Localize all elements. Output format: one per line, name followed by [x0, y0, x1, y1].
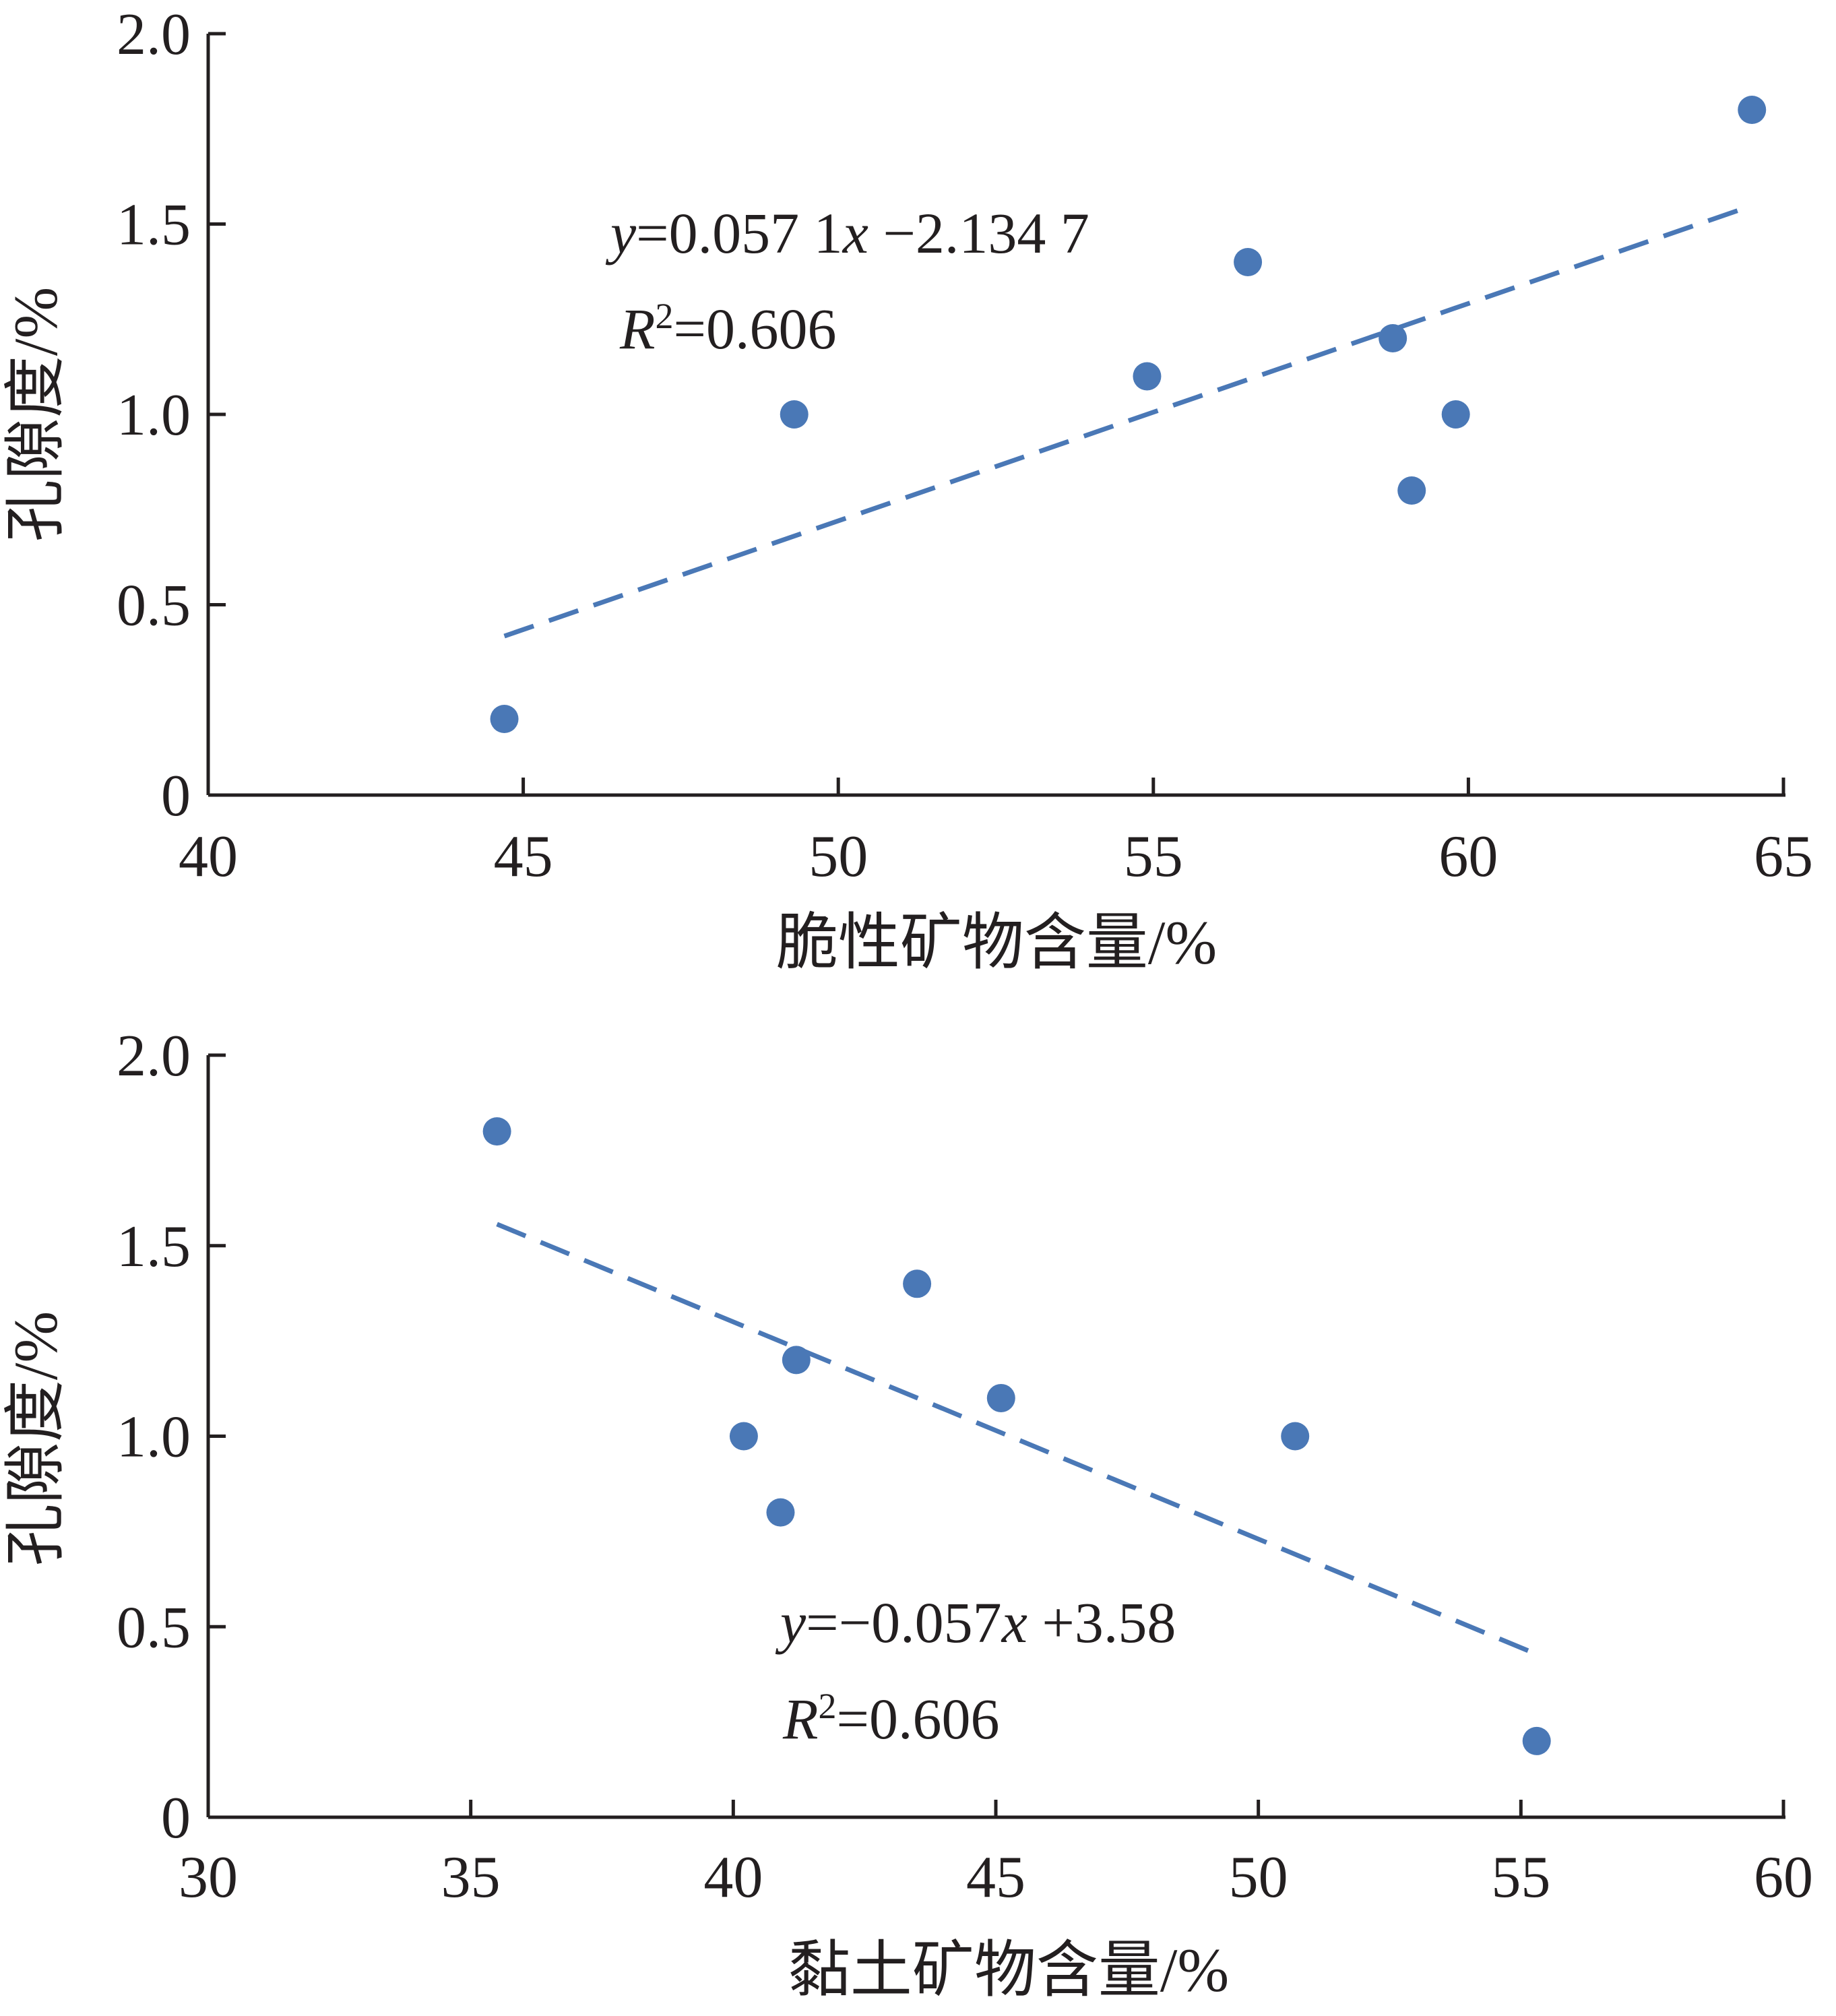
chart2-x-tick-label: 45: [966, 1845, 1025, 1910]
chart1-data-point: [1738, 96, 1767, 124]
chart1-data-point: [1234, 248, 1263, 276]
chart2-x-ticks: 30 35 40 45 50 55 60: [179, 1800, 1813, 1910]
chart1-x-tick-label: 40: [179, 824, 238, 889]
chart1-data-point: [780, 400, 809, 429]
chart1-y-tick-label: 1.0: [117, 383, 191, 448]
chart2-equation: y=−0.057x +3.58: [775, 1590, 1176, 1655]
chart2-eq-y: y: [775, 1590, 806, 1655]
chart2-r2-value: =0.606: [837, 1687, 1000, 1751]
chart1-axes: [206, 34, 1785, 797]
chart1-eq-tail: −2.134 7: [868, 201, 1089, 265]
chart2-data-point: [766, 1498, 795, 1527]
chart1-data-point: [1441, 400, 1470, 429]
chart1-r2-sup: 2: [656, 296, 674, 336]
chart1-y-tick-label: 2.0: [117, 2, 191, 67]
chart2-y-tick-label: 1.0: [117, 1405, 191, 1470]
chart1-y-tick-label: 1.5: [117, 193, 191, 258]
chart1-x-label: 脆性矿物含量/%: [776, 908, 1217, 977]
chart2-data-point: [482, 1117, 511, 1146]
chart1-x-tick-label: 45: [494, 824, 553, 889]
chart2-data-point: [1522, 1726, 1551, 1755]
chart1-x-tick-label: 55: [1124, 824, 1183, 889]
chart1-eq-y: y: [605, 201, 637, 265]
chart2-data-point: [729, 1422, 758, 1451]
chart2-y-tick-label: 0: [161, 1786, 191, 1851]
chart1-data-point: [1133, 362, 1162, 391]
chart1-x-tick-label: 65: [1754, 824, 1813, 889]
chart1-x-tick-label: 60: [1438, 824, 1498, 889]
chart1-y-label: 孔隙度/%: [1, 287, 70, 542]
chart2-r2: R2=0.606: [782, 1686, 1000, 1751]
chart1-trendline-group: [503, 203, 1753, 639]
chart2-data-point: [903, 1269, 932, 1298]
chart2-data-point: [782, 1346, 811, 1375]
chart-clay-mineral: 30 35 40 45 50 55 60 0 0.5 1.0 1.5 2.0 y=−0.057x +…: [1, 1023, 1813, 2005]
chart2-x-tick-label: 60: [1754, 1845, 1813, 1910]
chart1-data-point: [1379, 324, 1407, 352]
chart1-y-ticks: 0 0.5 1.0 1.5 2.0: [117, 2, 226, 829]
chart2-y-tick-label: 2.0: [117, 1023, 191, 1089]
chart2-x-tick-label: 50: [1229, 1845, 1288, 1910]
chart2-r2-sup: 2: [819, 1686, 837, 1726]
chart1-y-tick-label: 0: [161, 763, 191, 829]
chart2-eq-tail: +3.58: [1027, 1590, 1176, 1655]
chart-brittle-mineral: 40 45 50 55 60 65 0 0.5 1.0 1.5 2.0 y=0.057 1x −2…: [1, 2, 1813, 977]
chart2-y-tick-label: 0.5: [117, 1595, 191, 1660]
chart2-y-ticks: 0 0.5 1.0 1.5 2.0: [117, 1023, 226, 1851]
chart2-data-point: [1281, 1422, 1310, 1451]
chart1-r2-r: R: [619, 296, 656, 361]
chart2-eq-x: x: [1001, 1590, 1027, 1655]
chart2-x-tick-label: 40: [703, 1845, 763, 1910]
chart1-data-point: [490, 705, 519, 733]
chart2-points: [482, 1117, 1551, 1755]
chart2-x-tick-label: 35: [441, 1845, 501, 1910]
chart1-x-tick-label: 50: [809, 824, 868, 889]
chart1-eq-x: x: [842, 201, 868, 265]
chart2-y-tick-label: 1.5: [117, 1214, 191, 1280]
chart2-x-tick-label: 30: [179, 1845, 238, 1910]
chart1-points: [490, 96, 1767, 733]
chart2-r2-r: R: [782, 1687, 819, 1751]
chart2-x-tick-label: 55: [1491, 1845, 1550, 1910]
chart2-data-point: [986, 1383, 1015, 1412]
chart1-data-point: [1397, 476, 1426, 505]
chart2-x-label: 黏土矿物含量/%: [788, 1936, 1229, 2005]
chart1-r2: R2=0.606: [619, 296, 837, 361]
chart2-y-label: 孔隙度/%: [1, 1311, 70, 1566]
chart2-eq-rhs: =−0.057: [806, 1590, 1002, 1655]
chart1-y-tick-label: 0.5: [117, 573, 191, 639]
chart1-eq-rhs: =0.057 1: [636, 201, 843, 265]
chart1-x-ticks: 40 45 50 55 60 65: [179, 778, 1813, 889]
chart1-equation: y=0.057 1x −2.134 7: [605, 201, 1089, 265]
chart1-r2-value: =0.606: [674, 296, 837, 361]
chart1-trendline: [503, 203, 1753, 639]
